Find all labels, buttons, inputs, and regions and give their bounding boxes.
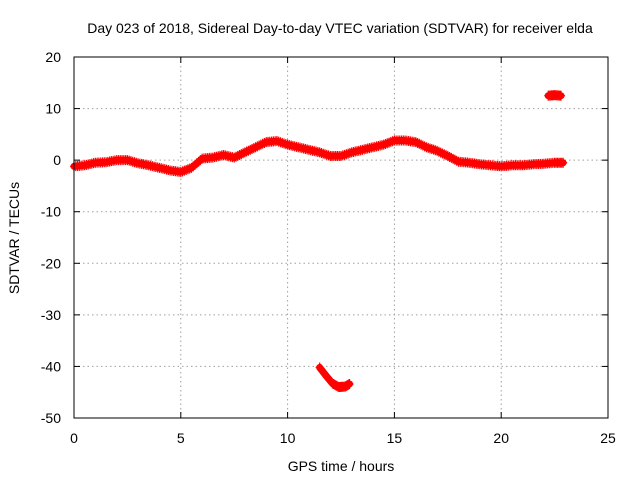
data-point bbox=[319, 148, 328, 159]
data-point bbox=[443, 151, 452, 162]
y-tick-label: -30 bbox=[41, 307, 61, 323]
data-point bbox=[182, 164, 191, 175]
data-point bbox=[233, 150, 242, 161]
data-point bbox=[422, 142, 431, 153]
data-point bbox=[429, 144, 438, 155]
data-point bbox=[260, 137, 269, 148]
data-point bbox=[248, 143, 256, 154]
data-point bbox=[383, 138, 392, 149]
y-axis-label: SDTVAR / TECUs bbox=[6, 182, 22, 294]
x-tick-label: 20 bbox=[493, 430, 509, 446]
data-point bbox=[242, 146, 251, 157]
data-point bbox=[183, 164, 192, 175]
data-point bbox=[418, 140, 427, 151]
data-point bbox=[424, 142, 433, 153]
data-point bbox=[338, 150, 347, 161]
data-point bbox=[388, 136, 397, 147]
data-point bbox=[449, 153, 458, 164]
data-point bbox=[315, 147, 324, 158]
data-point bbox=[381, 138, 390, 149]
data-point bbox=[452, 155, 461, 166]
data-point bbox=[239, 148, 248, 159]
data-point bbox=[342, 149, 351, 160]
data-point bbox=[274, 136, 283, 147]
data-point bbox=[415, 138, 424, 149]
data-point bbox=[253, 141, 262, 152]
data-point bbox=[246, 144, 255, 155]
data-point bbox=[427, 144, 436, 155]
data-point bbox=[256, 139, 265, 150]
grid-lines bbox=[74, 57, 608, 418]
data-point bbox=[281, 139, 290, 150]
data-point bbox=[411, 137, 420, 148]
data-point bbox=[317, 148, 326, 159]
data-point bbox=[251, 142, 260, 153]
data-point bbox=[276, 137, 285, 148]
x-tick-label: 0 bbox=[70, 430, 78, 446]
data-point bbox=[447, 152, 456, 163]
data-point bbox=[240, 147, 249, 158]
data-point bbox=[231, 151, 240, 162]
y-tick-label: -20 bbox=[41, 255, 61, 271]
data-point bbox=[420, 141, 429, 152]
y-tick-label: 0 bbox=[53, 152, 61, 168]
data-point bbox=[433, 145, 442, 156]
x-tick-label: 10 bbox=[280, 430, 296, 446]
data-point bbox=[379, 139, 388, 150]
data-point bbox=[230, 152, 239, 163]
data-point bbox=[436, 147, 445, 158]
data-point bbox=[178, 166, 187, 177]
data-point bbox=[345, 378, 354, 389]
data-point bbox=[559, 157, 568, 168]
axis-ticks: 0 5 10 15 20 25 -50 -40 -30 -20 -10 0 10 20 bbox=[41, 49, 616, 446]
data-point bbox=[258, 138, 267, 149]
data-point bbox=[450, 154, 459, 165]
data-series bbox=[70, 90, 568, 393]
data-point bbox=[180, 165, 189, 176]
y-tick-label: 10 bbox=[45, 101, 61, 117]
data-point bbox=[445, 151, 454, 162]
data-point bbox=[386, 136, 395, 147]
data-point bbox=[249, 143, 258, 154]
data-point bbox=[442, 150, 451, 161]
data-point bbox=[344, 148, 353, 159]
data-point bbox=[431, 145, 440, 156]
data-point bbox=[417, 139, 426, 150]
data-point bbox=[557, 90, 566, 101]
data-point bbox=[235, 149, 244, 160]
y-tick-label: 20 bbox=[45, 49, 61, 65]
y-tick-label: -40 bbox=[41, 358, 61, 374]
data-point bbox=[237, 149, 246, 160]
data-point bbox=[196, 155, 205, 166]
x-tick-label: 5 bbox=[177, 430, 185, 446]
plot-frame bbox=[73, 56, 609, 419]
data-point bbox=[345, 148, 354, 159]
data-point bbox=[185, 163, 194, 174]
data-point bbox=[244, 145, 253, 156]
data-point bbox=[280, 138, 289, 149]
data-point bbox=[255, 140, 264, 151]
data-point bbox=[324, 150, 333, 161]
chart-title: Day 023 of 2018, Sidereal Day-to-day VTE… bbox=[87, 20, 593, 36]
data-point bbox=[320, 149, 329, 160]
x-tick-label: 15 bbox=[387, 430, 403, 446]
data-point bbox=[272, 136, 281, 147]
data-point bbox=[278, 137, 287, 148]
data-point bbox=[176, 167, 185, 178]
x-tick-label: 25 bbox=[600, 430, 616, 446]
data-point bbox=[322, 149, 331, 160]
data-point bbox=[337, 151, 345, 162]
data-point bbox=[340, 149, 349, 160]
y-tick-label: -50 bbox=[41, 410, 61, 426]
data-point bbox=[434, 146, 443, 157]
data-point bbox=[385, 137, 394, 148]
data-point bbox=[426, 143, 434, 154]
data-point bbox=[440, 149, 449, 160]
x-axis-label: GPS time / hours bbox=[288, 458, 395, 474]
data-point bbox=[438, 148, 447, 159]
y-tick-label: -10 bbox=[41, 204, 61, 220]
data-point bbox=[413, 137, 422, 148]
